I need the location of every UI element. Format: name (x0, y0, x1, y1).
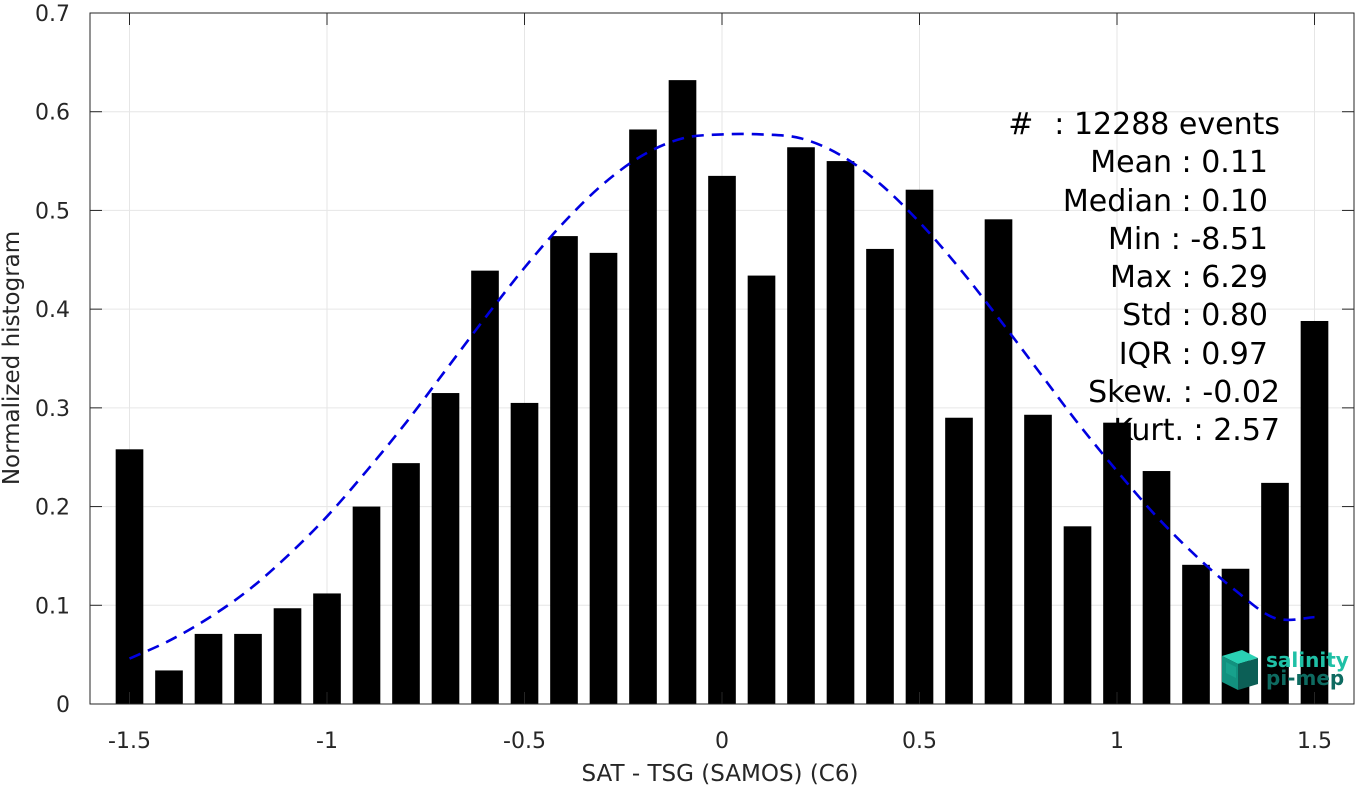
bar-12 (589, 252, 618, 704)
logo-line2: pi-mep (1266, 666, 1345, 690)
stat-hash: # (1008, 107, 1034, 142)
statistics-annotation: # : 12288 events Mean : 0.11 Median : 0.… (960, 106, 1280, 451)
axis-ticks (90, 12, 1354, 705)
y-axis-label: Normalized histogram (0, 231, 25, 485)
xtick-label-3: 0 (715, 729, 729, 754)
logo-line1: salinity (1266, 648, 1349, 672)
bar-20 (905, 189, 934, 704)
bar-10 (510, 402, 539, 704)
x-tick-labels: -1.5 -1 -0.5 0 0.5 1 1.5 (108, 729, 1332, 754)
xtick-label-2: -0.5 (503, 729, 546, 754)
bar-2 (194, 633, 223, 704)
xtick-label-5: 1 (1110, 729, 1124, 754)
stat-max: Max : 6.29 (1110, 260, 1268, 296)
bar-6 (352, 506, 381, 704)
histogram-bars (115, 80, 1329, 705)
stat-std: Std : 0.80 (1122, 298, 1268, 334)
ytick-label-7: 0.7 (35, 2, 70, 27)
bar-26 (1142, 471, 1171, 704)
y-tick-labels: 0 0.1 0.2 0.3 0.4 0.5 0.6 0.7 (35, 2, 70, 718)
bar-23 (1024, 414, 1052, 704)
stat-events: # : 12288 events (960, 106, 1280, 144)
ytick-label-1: 0.1 (35, 594, 70, 619)
cube-logo-icon (1222, 650, 1258, 690)
stat-events-text: : 12288 events (1054, 107, 1280, 142)
bar-14 (668, 80, 697, 704)
bar-19 (866, 248, 894, 705)
xtick-label-4: 0.5 (902, 729, 937, 754)
bar-15 (708, 175, 736, 705)
stat-mean: Mean : 0.11 (1090, 145, 1268, 181)
bar-4 (273, 608, 302, 704)
bar-21 (945, 417, 973, 704)
ytick-label-5: 0.5 (35, 199, 70, 224)
ytick-label-3: 0.3 (35, 397, 70, 422)
ytick-label-2: 0.2 (35, 496, 70, 521)
ytick-label-6: 0.6 (35, 101, 70, 126)
stat-kurt: Kurt. : 2.57 (1113, 413, 1280, 449)
bar-22 (984, 219, 1013, 704)
ytick-label-4: 0.4 (35, 298, 70, 323)
bar-8 (431, 393, 460, 704)
stat-min: Min : -8.51 (1107, 221, 1268, 257)
bar-13 (629, 129, 657, 705)
xtick-label-6: 1.5 (1297, 729, 1332, 754)
bar-24 (1063, 526, 1092, 704)
xtick-label-0: -1.5 (108, 729, 151, 754)
bar-0 (115, 449, 144, 704)
bar-3 (234, 633, 262, 704)
normal-fit-curve (128, 132, 1315, 660)
xtick-label-1: -1 (316, 729, 338, 754)
bar-25 (1103, 422, 1131, 704)
bar-16 (747, 275, 776, 704)
bar-7 (392, 463, 420, 704)
bar-18 (826, 161, 855, 705)
bar-17 (787, 147, 815, 704)
stat-skew: Skew. : -0.02 (1088, 375, 1280, 411)
ytick-label-0: 0 (56, 693, 70, 718)
stat-iqr: IQR : 0.97 (1118, 336, 1268, 372)
bar-11 (550, 236, 578, 704)
bar-9 (471, 270, 499, 704)
bar-29 (1261, 482, 1289, 704)
bar-27 (1182, 564, 1210, 704)
bar-30 (1300, 320, 1329, 704)
stat-median: Median : 0.10 (1062, 183, 1268, 219)
bar-5 (313, 593, 341, 704)
salinity-pimep-logo: salinity pi-mep (1216, 646, 1356, 694)
x-axis-label: SAT - TSG (SAMOS) (C6) (582, 761, 859, 785)
bar-1 (155, 670, 183, 704)
